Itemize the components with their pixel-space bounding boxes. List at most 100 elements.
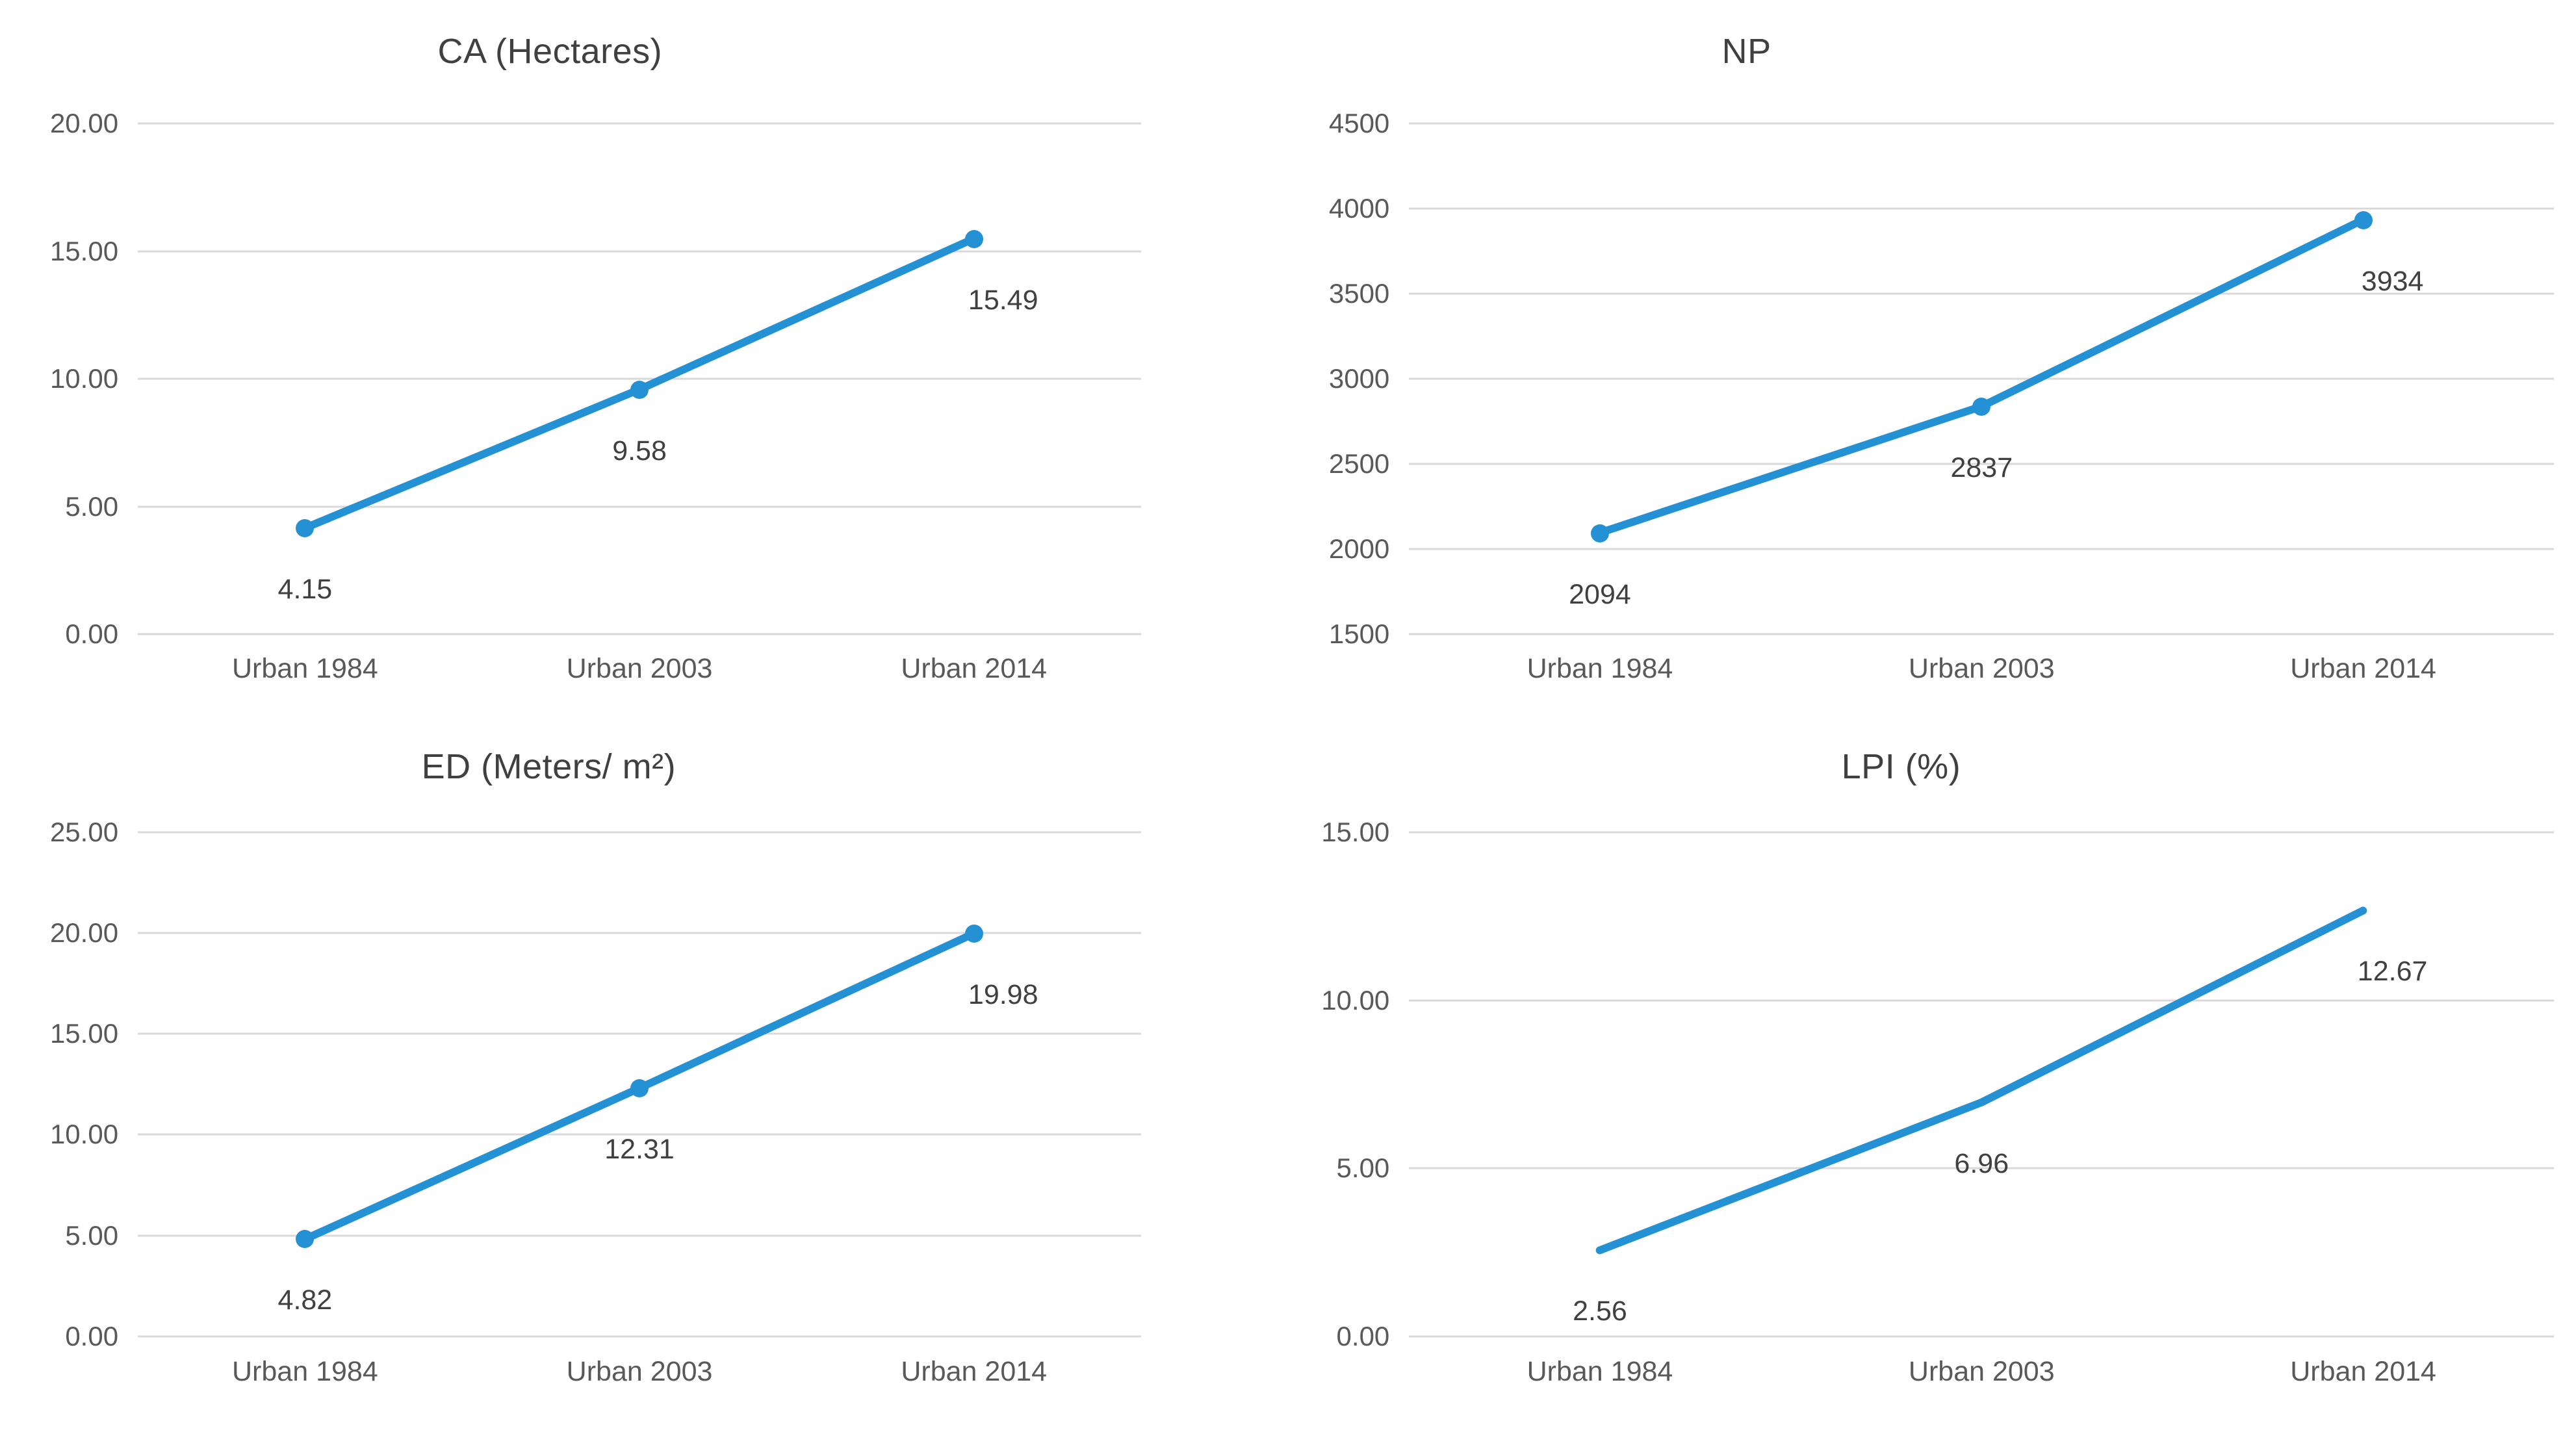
gridline xyxy=(138,1234,1142,1237)
data-point-label: 2837 xyxy=(1950,452,2013,483)
y-axis-tick-label: 15.00 xyxy=(49,235,119,266)
x-axis-tick-label: Urban 2014 xyxy=(901,1355,1048,1387)
y-axis-tick-label: 15.00 xyxy=(49,1018,119,1049)
x-axis-tick-labels: Urban 1984 Urban 2003 Urban 2014 xyxy=(138,1356,1141,1395)
plot-area: 4.15 9.58 15.49 xyxy=(138,122,1142,635)
x-axis-tick-label: Urban 2003 xyxy=(1908,652,2055,684)
data-point-marker xyxy=(964,229,983,248)
gridline xyxy=(138,633,1142,635)
chart-np: NP 4500 4000 3500 3000 2500 2000 1500 2094 2837… xyxy=(1288,0,2576,715)
chart-title: CA (Hectares) xyxy=(437,32,663,71)
y-axis-tick-label: 4500 xyxy=(1328,108,1390,139)
x-axis-tick-labels: Urban 1984 Urban 2003 Urban 2014 xyxy=(1409,653,2554,692)
line-series xyxy=(138,123,1141,634)
gridline xyxy=(1409,831,2555,834)
x-axis-tick-label: Urban 2014 xyxy=(2290,652,2436,684)
data-point-marker xyxy=(630,380,649,399)
y-axis-tick-label: 5.00 xyxy=(1336,1153,1390,1184)
x-axis-tick-label: Urban 1984 xyxy=(1526,652,1673,684)
data-point-marker xyxy=(296,1230,315,1249)
data-point-label: 12.67 xyxy=(2357,956,2428,988)
data-point-marker xyxy=(964,924,983,943)
x-axis-tick-label: Urban 2014 xyxy=(2290,1355,2436,1387)
line-series xyxy=(1409,123,2554,634)
gridline xyxy=(138,377,1142,380)
y-axis-tick-label: 20.00 xyxy=(49,108,119,139)
y-axis-tick-label: 5.00 xyxy=(65,1219,119,1251)
y-axis-tick-label: 0.00 xyxy=(65,1320,119,1351)
y-axis-tick-label: 25.00 xyxy=(49,816,119,847)
gridline xyxy=(1409,207,2555,210)
data-point-label: 19.98 xyxy=(968,978,1038,1010)
x-axis-tick-label: Urban 1984 xyxy=(232,1355,378,1387)
y-axis-tick-label: 10.00 xyxy=(49,1119,119,1150)
y-axis-tick-label: 15.00 xyxy=(1321,816,1390,847)
series-polyline xyxy=(1600,910,2363,1250)
data-point-marker xyxy=(1590,524,1609,543)
gridline xyxy=(1409,633,2555,635)
x-axis-tick-label: Urban 1984 xyxy=(1526,1355,1673,1387)
chart-title: NP xyxy=(1721,32,1771,71)
y-axis-tick-label: 20.00 xyxy=(49,917,119,949)
y-axis-tick-label: 0.00 xyxy=(1336,1320,1390,1351)
gridline xyxy=(1409,122,2555,125)
y-axis-tick-label: 3000 xyxy=(1328,363,1390,394)
y-axis-tick-labels: 25.00 20.00 15.00 10.00 5.00 0.00 xyxy=(0,817,119,1351)
x-axis-tick-labels: Urban 1984 Urban 2003 Urban 2014 xyxy=(138,653,1141,692)
data-point-label: 2094 xyxy=(1569,578,1631,610)
y-axis-tick-labels: 4500 4000 3500 3000 2500 2000 1500 xyxy=(1288,108,1390,649)
y-axis-tick-labels: 15.00 10.00 5.00 0.00 xyxy=(1288,817,1390,1351)
x-axis-tick-label: Urban 1984 xyxy=(232,652,378,684)
data-point-label: 4.82 xyxy=(277,1284,333,1316)
data-point-label: 4.15 xyxy=(277,574,333,606)
gridline xyxy=(1409,292,2555,295)
gridline xyxy=(1409,548,2555,550)
gridline xyxy=(1409,1335,2555,1338)
x-axis-tick-label: Urban 2003 xyxy=(566,1355,713,1387)
data-point-marker xyxy=(1972,397,1991,416)
x-axis-tick-labels: Urban 1984 Urban 2003 Urban 2014 xyxy=(1409,1356,2554,1395)
gridline xyxy=(138,932,1142,934)
chart-title: LPI (%) xyxy=(1841,747,1961,786)
data-point-label: 15.49 xyxy=(968,284,1038,316)
gridline xyxy=(1409,377,2555,380)
gridline xyxy=(138,250,1142,253)
y-axis-tick-label: 5.00 xyxy=(65,491,119,522)
y-axis-tick-label: 2500 xyxy=(1328,448,1390,479)
gridline xyxy=(138,1335,1142,1338)
y-axis-tick-label: 1500 xyxy=(1328,619,1390,650)
data-point-label: 2.56 xyxy=(1573,1296,1627,1327)
data-point-label: 9.58 xyxy=(612,435,667,466)
data-point-label: 3934 xyxy=(2361,265,2424,297)
data-point-label: 12.31 xyxy=(604,1133,675,1165)
plot-area: 4.82 12.31 19.98 xyxy=(138,831,1142,1338)
y-axis-tick-label: 3500 xyxy=(1328,278,1390,309)
data-point-marker xyxy=(2354,211,2373,229)
chart-ed: ED (Meters/ m²) 25.00 20.00 15.00 10.00 5.00… xyxy=(0,715,1288,1430)
gridline xyxy=(138,831,1142,834)
plot-area: 2.56 6.96 12.67 xyxy=(1409,831,2555,1338)
chart-ca: CA (Hectares) 20.00 15.00 10.00 5.00 0.00 4.… xyxy=(0,0,1288,715)
gridline xyxy=(1409,463,2555,465)
y-axis-tick-label: 0.00 xyxy=(65,619,119,650)
y-axis-tick-label: 4000 xyxy=(1328,193,1390,224)
y-axis-tick-label: 10.00 xyxy=(49,363,119,394)
gridline xyxy=(1409,1167,2555,1169)
gridline xyxy=(138,122,1142,125)
x-axis-tick-label: Urban 2003 xyxy=(566,652,713,684)
gridline xyxy=(138,505,1142,508)
data-point-marker xyxy=(296,519,315,538)
y-axis-tick-label: 10.00 xyxy=(1321,984,1390,1015)
series-polyline xyxy=(1600,220,2363,533)
y-axis-tick-label: 2000 xyxy=(1328,533,1390,565)
line-series xyxy=(1409,832,2554,1336)
chart-title: ED (Meters/ m²) xyxy=(421,747,676,786)
gridline xyxy=(138,1133,1142,1136)
x-axis-tick-label: Urban 2014 xyxy=(901,652,1048,684)
data-point-label: 6.96 xyxy=(1954,1147,2009,1179)
plot-area: 2094 2837 3934 xyxy=(1409,122,2555,635)
x-axis-tick-label: Urban 2003 xyxy=(1908,1355,2055,1387)
data-point-marker xyxy=(630,1079,649,1097)
chart-lpi: LPI (%) 15.00 10.00 5.00 0.00 2.56 6.96 12.67… xyxy=(1288,715,2576,1430)
